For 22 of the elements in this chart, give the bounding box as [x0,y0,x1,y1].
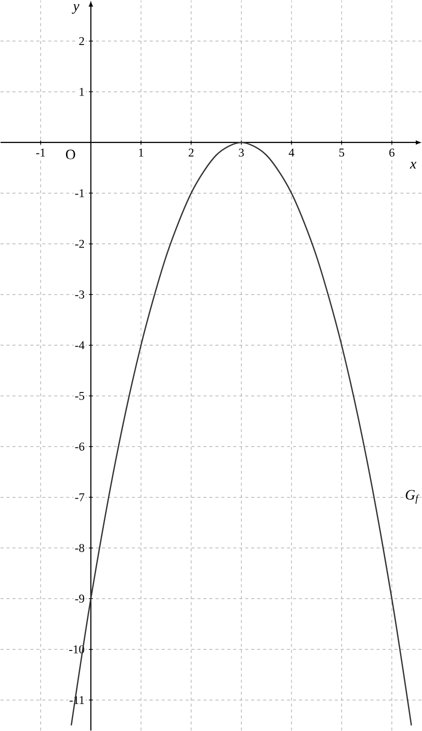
x-tick-label: 1 [138,148,144,157]
x-tick-label: 6 [389,148,394,157]
y-tick-label: 1 [80,88,84,96]
y-tick-label: -2 [74,240,84,248]
x-tick-label: 3 [238,148,244,157]
x-tick-label: 2 [188,148,194,157]
y-tick-label: -3 [74,290,84,299]
y-axis-title: y [72,4,80,14]
y-tick-label: -9 [74,594,84,603]
x-tick-label: 5 [339,148,344,157]
y-tick-label: -7 [74,493,84,502]
x-tick-label: 4 [288,148,294,156]
y-tick-label: -8 [74,544,84,552]
annotation: O [66,150,75,160]
x-axis-title: x [410,162,416,168]
y-tick-label: -4 [74,341,84,350]
y-tick-label: -6 [74,442,84,451]
y-tick-label: -5 [74,392,84,400]
y-tick-label: 2 [79,37,84,46]
x-tick-label: -1 [36,148,45,157]
y-tick-label: -1 [74,189,84,198]
annotation: G$_{f}$ [406,490,420,504]
